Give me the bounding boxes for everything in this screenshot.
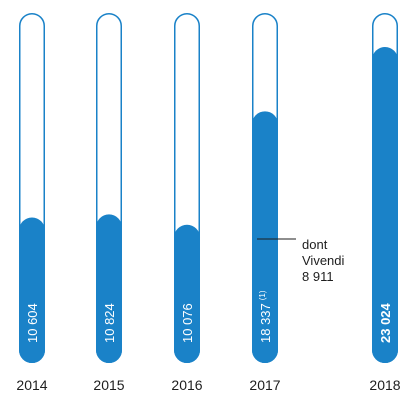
bar-value-label-2018: 23 024 xyxy=(378,302,393,343)
year-label-2015: 2015 xyxy=(93,377,124,393)
annotation-text-1: Vivendi xyxy=(302,253,345,268)
year-label-2018: 2018 xyxy=(369,377,400,393)
bar-group-2014: 10 604 2014 xyxy=(16,13,48,393)
year-label-2017: 2017 xyxy=(249,377,280,393)
year-label-2014: 2014 xyxy=(16,377,47,393)
bar-group-2016: 10 076 2016 xyxy=(171,13,203,393)
bar-value-label-2014: 10 604 xyxy=(25,303,40,343)
bar-group-2015: 10 824 2015 xyxy=(93,13,125,393)
bar-group-2018: 23 024 2018 xyxy=(369,13,401,393)
bar-2014 xyxy=(19,217,45,363)
bar-value-label-2016: 10 076 xyxy=(180,303,195,343)
bar-value-label-2015: 10 824 xyxy=(102,303,117,343)
bar-group-2017: 18 337(1) 2017 xyxy=(249,13,281,393)
year-label-2016: 2016 xyxy=(171,377,202,393)
annotation-text-0: dont xyxy=(302,237,328,252)
bar-2015 xyxy=(96,214,122,363)
bar-value-label-2017: 18 337(1) xyxy=(258,290,273,343)
bar-2016 xyxy=(174,224,200,363)
bar-2017 xyxy=(252,111,278,363)
bar-2018 xyxy=(372,46,398,363)
annotation-text-2: 8 911 xyxy=(302,269,334,284)
